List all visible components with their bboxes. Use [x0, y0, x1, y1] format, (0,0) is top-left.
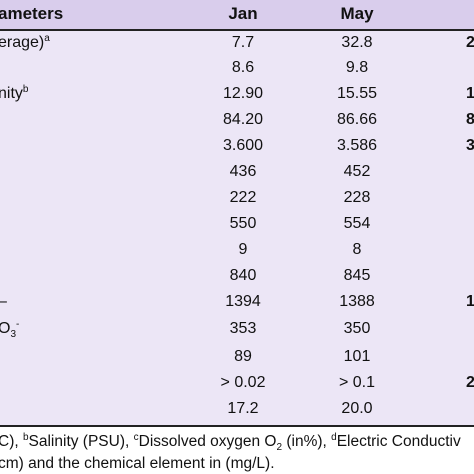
next-column-fragment: 1 [466, 293, 474, 310]
jan-value: 17.2 [227, 400, 259, 417]
footnote-text: C), [0, 433, 23, 450]
next-column-fragment: 3 [466, 137, 474, 154]
jan-value: 12.90 [222, 85, 264, 102]
may-value: 32.8 [341, 34, 373, 51]
footnote-text: cm) and the chemical element in (mg/L). [0, 455, 275, 472]
may-value: 3.586 [336, 137, 378, 154]
may-value: 101 [343, 348, 371, 365]
may-value: 554 [343, 215, 371, 232]
header-parameter: ameters [0, 4, 64, 23]
header-may: May [340, 4, 374, 23]
next-column-fragment: 2 [466, 34, 474, 51]
label-text: – [0, 293, 7, 310]
jan-value: 3.600 [222, 137, 264, 154]
jan-value: 550 [229, 215, 257, 232]
jan-value: 9 [238, 241, 248, 258]
jan-value: 222 [229, 189, 257, 206]
may-value: 452 [343, 163, 371, 180]
may-value: 15.55 [336, 85, 378, 102]
may-value: 350 [343, 320, 371, 337]
label-text: erage) [0, 34, 45, 51]
label-text: O [0, 320, 11, 337]
jan-value: 840 [229, 267, 257, 284]
footnote-line: C), bSalinity (PSU), cDissolved oxygen O… [0, 432, 461, 453]
jan-value: 89 [234, 348, 252, 365]
header-rule [0, 29, 474, 31]
footnote-text: Dissolved oxygen O [138, 433, 277, 450]
header-jan: Jan [228, 4, 258, 23]
jan-value: 353 [229, 320, 257, 337]
footnote-text: Salinity (PSU), [28, 433, 134, 450]
label-text: nity [0, 85, 23, 102]
label-superscript: - [16, 319, 20, 330]
label-superscript: a [44, 33, 50, 44]
body-band [0, 31, 474, 425]
jan-value: 8.6 [231, 59, 255, 76]
row-label: O3- [0, 319, 20, 340]
next-column-fragment: 1 [466, 85, 474, 102]
may-value: 9.8 [345, 59, 369, 76]
footnote-superscript: b [22, 432, 29, 443]
footnote-line: cm) and the chemical element in (mg/L). [0, 454, 275, 474]
jan-value: 7.7 [231, 34, 255, 51]
footnote-subscript: 2 [276, 442, 283, 453]
footnote-text: Electric Conductiv [336, 433, 461, 450]
may-value: 845 [343, 267, 371, 284]
footnote-superscript: d [331, 432, 337, 443]
may-value: > 0.1 [338, 374, 376, 391]
row-label: nityb [0, 84, 28, 104]
next-column-fragment: 8 [466, 111, 474, 128]
jan-value: 1394 [225, 293, 261, 310]
jan-value: 436 [229, 163, 257, 180]
jan-value: 84.20 [222, 111, 264, 128]
footnote-text: (in%), [282, 433, 332, 450]
label-superscript: b [22, 84, 29, 95]
row-label: – [0, 292, 7, 312]
bottom-rule [0, 425, 474, 427]
may-value: 86.66 [336, 111, 378, 128]
may-value: 8 [352, 241, 362, 258]
footnote-superscript: c [133, 432, 139, 443]
may-value: 228 [343, 189, 371, 206]
jan-value: > 0.02 [220, 374, 266, 391]
may-value: 1388 [339, 293, 375, 310]
may-value: 20.0 [341, 400, 373, 417]
header-band [0, 0, 474, 29]
row-label: erage)a [0, 33, 50, 53]
label-subscript: 3 [10, 329, 17, 340]
next-column-fragment: 2 [466, 374, 474, 391]
